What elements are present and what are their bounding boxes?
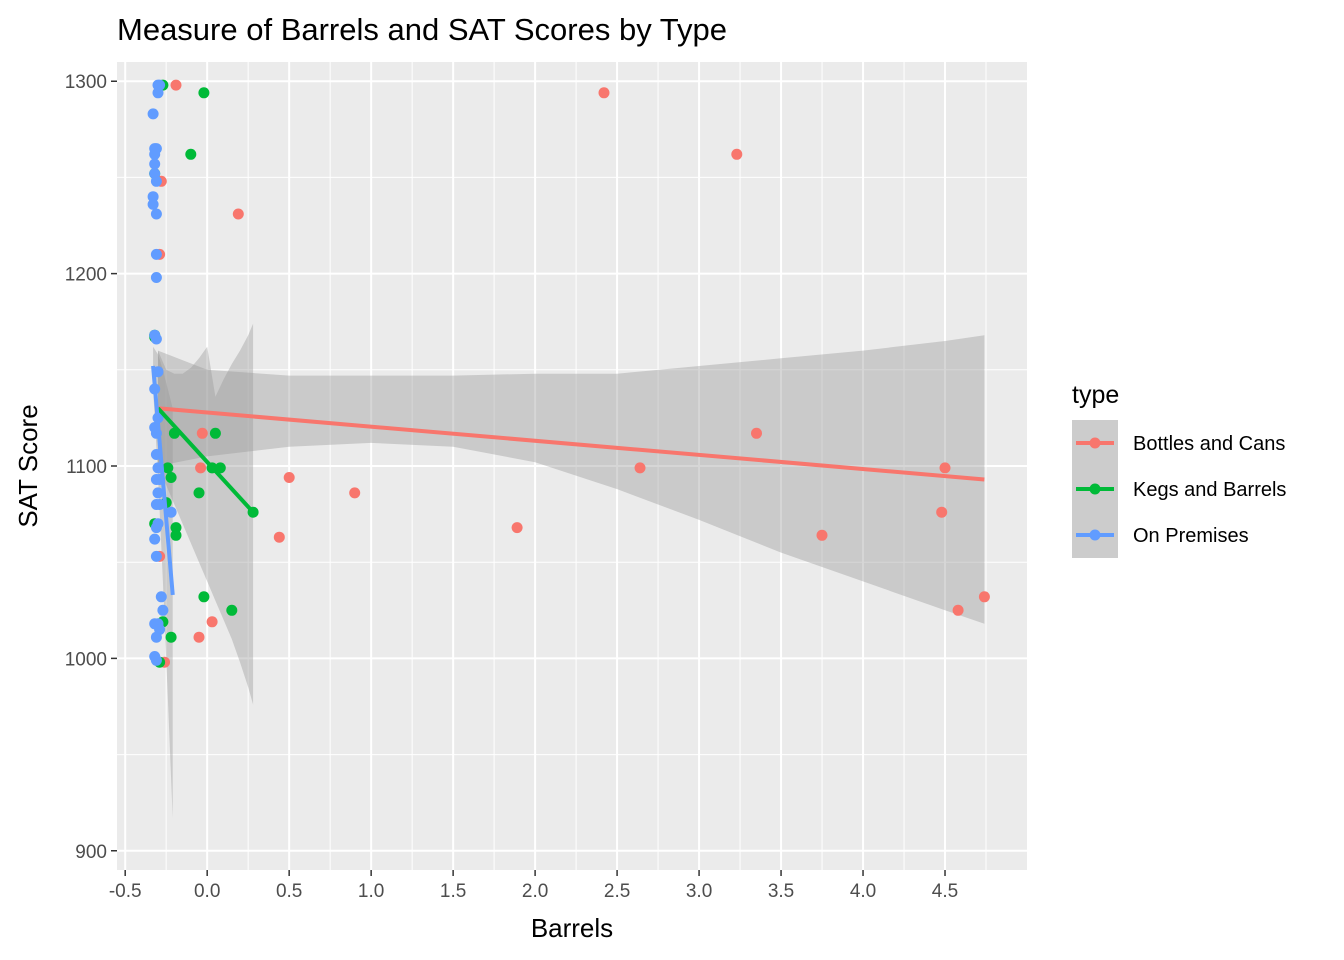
- data-point: [150, 631, 162, 643]
- chart-title: Measure of Barrels and SAT Scores by Typ…: [117, 12, 727, 47]
- x-tick-label: 0.5: [276, 881, 302, 902]
- data-point: [152, 87, 164, 99]
- data-point: [147, 198, 159, 210]
- y-axis-label: SAT Score: [13, 404, 43, 527]
- data-point: [185, 148, 197, 160]
- data-point: [149, 158, 161, 170]
- data-point: [634, 462, 646, 474]
- data-point: [232, 208, 244, 220]
- confidence-band: [158, 335, 985, 624]
- data-point: [193, 487, 205, 499]
- data-point: [150, 654, 162, 666]
- legend-label: Kegs and Barrels: [1133, 479, 1286, 501]
- data-point: [939, 462, 951, 474]
- x-tick-label: 1.5: [440, 881, 466, 902]
- data-point: [196, 427, 208, 439]
- data-point: [198, 591, 210, 603]
- data-point: [936, 506, 948, 518]
- data-point: [206, 616, 218, 628]
- x-tick-label: 2.0: [522, 881, 548, 902]
- data-point: [149, 148, 161, 160]
- legend-title: type: [1072, 381, 1119, 409]
- x-tick-label: 2.5: [604, 881, 630, 902]
- data-point: [150, 333, 162, 345]
- data-point: [751, 427, 762, 439]
- x-tick-label: 3.0: [686, 881, 712, 902]
- data-points: [147, 79, 990, 668]
- fit-line: [151, 365, 175, 596]
- data-point: [165, 506, 177, 518]
- x-tick-label: 1.0: [358, 881, 384, 902]
- data-point: [150, 175, 162, 187]
- data-point: [193, 631, 205, 643]
- y-axis: 900 1000 1100 1200 1300: [65, 72, 117, 863]
- data-point: [150, 550, 162, 562]
- y-tick-label: 1100: [66, 457, 107, 478]
- data-point: [157, 604, 169, 616]
- legend: type Bottles and Cans Kegs and Barrels On …: [1072, 381, 1286, 558]
- x-tick-label: 4.5: [932, 881, 958, 902]
- legend-key-point: [1089, 483, 1101, 495]
- data-point: [170, 79, 182, 91]
- data-point: [165, 631, 177, 643]
- y-tick-label: 1000: [65, 649, 107, 670]
- data-point: [170, 522, 182, 534]
- y-tick-label: 1300: [65, 72, 107, 93]
- data-point: [147, 108, 159, 120]
- data-point: [150, 272, 162, 283]
- data-point: [147, 191, 159, 203]
- data-point: [170, 529, 182, 541]
- fit-line: [156, 406, 255, 514]
- data-point: [511, 522, 523, 534]
- data-point: [283, 472, 295, 483]
- data-point: [273, 531, 285, 543]
- data-point: [150, 248, 162, 260]
- data-point: [154, 499, 166, 510]
- x-tick-label: -0.5: [109, 881, 142, 902]
- data-point: [198, 87, 210, 99]
- x-tick-label: 3.5: [768, 881, 794, 902]
- data-point: [152, 487, 164, 499]
- legend-label: Bottles and Cans: [1133, 433, 1285, 455]
- data-point: [149, 533, 161, 545]
- data-point: [731, 148, 743, 160]
- y-tick-label: 900: [75, 842, 107, 863]
- data-point: [209, 427, 221, 439]
- data-point: [952, 604, 964, 616]
- grid-lines: [117, 62, 1027, 870]
- x-tick-label: 4.0: [850, 881, 876, 902]
- legend-label: On Premises: [1133, 525, 1249, 547]
- data-point: [598, 87, 610, 99]
- data-point: [155, 591, 167, 603]
- legend-key-point: [1089, 529, 1101, 541]
- fit-lines: [151, 365, 985, 596]
- data-point: [195, 462, 207, 474]
- x-tick-label: 0.0: [194, 881, 220, 902]
- data-point: [349, 487, 361, 499]
- fit-line: [157, 406, 985, 482]
- data-point: [816, 529, 828, 541]
- data-point: [165, 472, 177, 483]
- y-tick-label: 1200: [65, 265, 107, 286]
- legend-key-point: [1089, 437, 1101, 449]
- data-point: [150, 208, 162, 220]
- x-axis: -0.5 0.0 0.5 1.0 1.5 2.0 2.5 3.0 3.5 4.0 4.5: [109, 870, 958, 902]
- data-point: [162, 462, 174, 474]
- data-point: [978, 591, 990, 603]
- data-point: [226, 604, 238, 616]
- x-axis-label: Barrels: [531, 913, 613, 943]
- data-point: [152, 518, 164, 530]
